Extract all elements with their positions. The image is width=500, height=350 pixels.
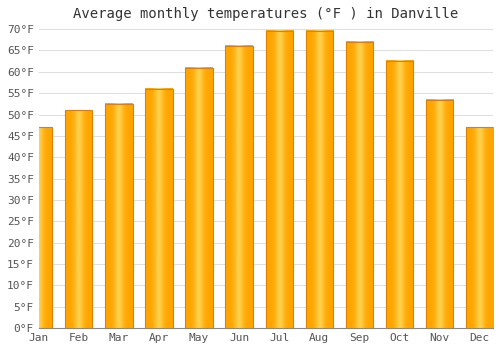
Bar bbox=[426, 99, 453, 328]
Bar bbox=[106, 104, 132, 328]
Bar bbox=[186, 68, 212, 328]
Bar bbox=[306, 31, 333, 328]
Bar bbox=[146, 89, 172, 328]
Bar bbox=[466, 127, 493, 328]
Title: Average monthly temperatures (°F ) in Danville: Average monthly temperatures (°F ) in Da… bbox=[74, 7, 458, 21]
Bar bbox=[266, 31, 293, 328]
Bar bbox=[226, 46, 252, 328]
Bar bbox=[65, 110, 92, 328]
Bar bbox=[386, 61, 413, 328]
Bar bbox=[346, 42, 373, 328]
Bar bbox=[25, 127, 52, 328]
